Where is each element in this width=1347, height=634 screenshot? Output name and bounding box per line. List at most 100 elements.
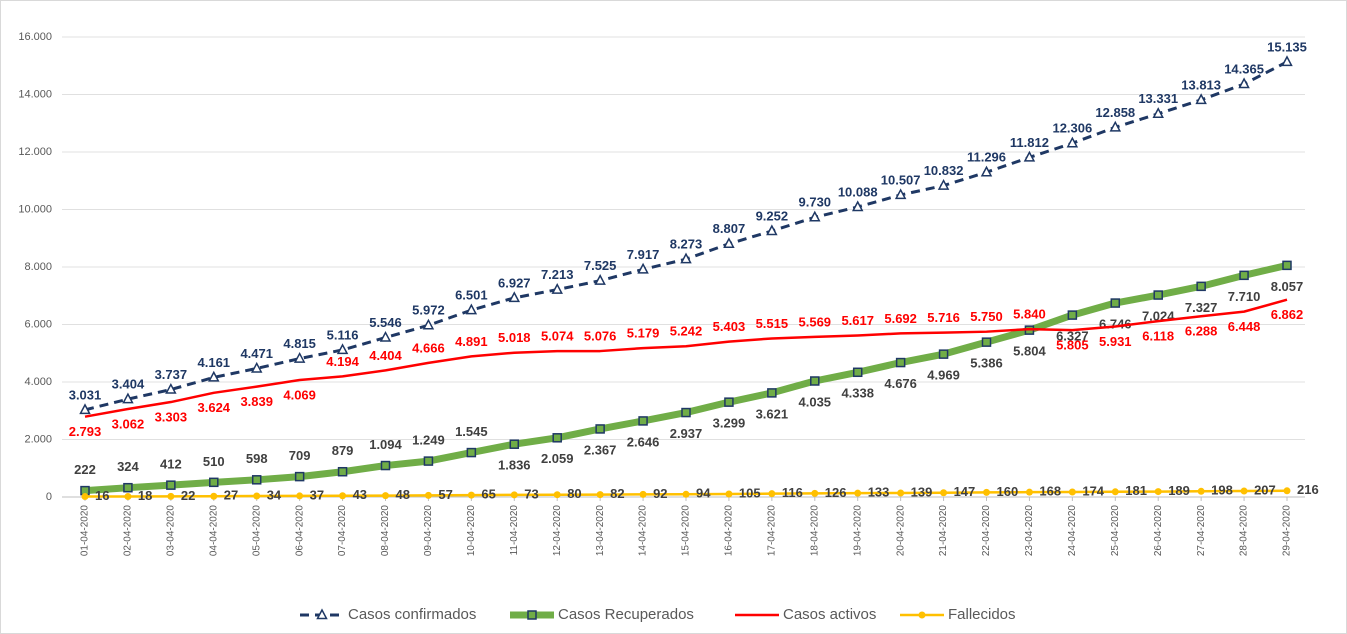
point-marker [724,397,734,407]
point-marker [980,165,993,177]
data-label: 5.805 [1056,338,1089,353]
x-tick-label: 27-04-2020 [1196,505,1207,557]
point-marker [809,210,821,222]
point-marker [1197,487,1205,495]
point-marker [595,424,605,434]
data-label: 10.088 [838,184,878,199]
point-marker [854,489,862,497]
data-label: 4.815 [283,336,316,351]
legend-label: Casos activos [783,606,876,623]
data-label: 7.525 [584,258,617,273]
point-marker [1153,290,1163,300]
data-label: 222 [74,462,96,477]
data-label: 2.059 [541,451,574,466]
data-label: 82 [610,486,624,501]
point-marker [1195,93,1207,105]
data-label: 2.937 [670,426,703,441]
point-marker [594,274,606,285]
data-label: 3.299 [713,416,746,431]
data-label: 3.062 [112,416,145,431]
data-label: 9.252 [756,208,789,223]
y-tick-label: 0 [46,491,52,503]
data-label: 11.812 [1010,135,1049,150]
data-label: 80 [567,486,581,501]
data-label: 4.161 [198,355,231,370]
point-marker [725,490,733,498]
y-tick-label: 16.000 [18,31,52,43]
x-tick-label: 17-04-2020 [766,505,777,557]
data-label: 5.546 [369,315,402,330]
point-marker [336,343,349,355]
x-tick-label: 01-04-2020 [80,505,91,557]
point-marker [1152,107,1164,118]
point-marker [382,492,389,500]
y-tick-label: 2.000 [24,433,52,445]
data-label: 412 [160,457,182,472]
data-label: 139 [911,484,933,499]
data-label: 510 [203,454,225,469]
x-tick-label: 19-04-2020 [852,505,863,557]
point-marker [895,357,906,368]
data-label: 11.296 [967,150,1006,165]
x-tick-label: 12-04-2020 [552,505,563,557]
data-label: 5.972 [412,303,445,318]
x-tick-label: 28-04-2020 [1239,505,1250,557]
data-label: 5.804 [1013,344,1046,359]
point-marker [250,361,263,373]
series: 16 18 22 27 34 37 43 48 57 65 73 80 82 92 94 105 116 126 1… [81,482,1319,503]
data-label: 14.365 [1224,61,1264,76]
x-tick-label: 07-04-2020 [337,505,348,557]
point-marker [1281,55,1293,67]
data-label: 6.327 [1056,329,1089,344]
x-tick-label: 22-04-2020 [981,505,992,557]
point-marker [553,491,561,499]
point-marker [208,370,220,382]
data-label: 5.403 [713,319,746,334]
point-marker [1109,120,1122,132]
data-label: 598 [246,451,268,466]
data-label: 5.242 [670,324,703,339]
data-label: 105 [739,485,761,500]
point-marker [940,489,948,497]
data-label: 18 [138,488,152,503]
point-marker [938,349,949,359]
y-tick-label: 10.000 [18,203,52,215]
x-tick-label: 20-04-2020 [895,505,906,557]
data-label: 216 [1297,482,1319,497]
data-label: 709 [289,448,311,463]
data-label: 4.969 [927,368,960,383]
data-label: 3.404 [112,377,145,392]
point-marker [123,482,133,493]
data-label: 1.249 [412,433,445,448]
point-marker [937,178,950,190]
data-label: 12.306 [1052,121,1092,136]
data-label: 5.716 [927,310,960,325]
point-marker [1240,487,1248,495]
point-marker [723,237,735,249]
data-label: 4.676 [884,376,917,391]
x-tick-label: 18-04-2020 [809,505,820,557]
point-marker [552,433,562,443]
data-label: 57 [438,487,452,502]
point-marker [465,303,478,315]
point-marker [165,382,177,394]
point-marker [1023,150,1036,162]
point-marker [767,388,777,398]
data-label: 12.858 [1095,105,1135,120]
point-marker [380,460,391,471]
x-tick-label: 24-04-2020 [1067,505,1078,557]
data-label: 6.927 [498,275,531,290]
data-label: 7.917 [627,247,660,262]
data-label: 4.404 [369,348,402,363]
point-marker [167,492,175,500]
point-marker [897,489,905,497]
point-marker [596,491,604,499]
x-tick-label: 08-04-2020 [380,505,391,557]
series: 3.031 3.404 3.737 4.161 4.471 4.815 5.116 5.546… [69,39,1307,415]
point-marker [79,403,91,415]
data-label: 3.621 [756,406,789,421]
data-label: 43 [353,487,367,502]
x-tick-label: 04-04-2020 [208,505,219,557]
data-label: 4.666 [412,340,445,355]
